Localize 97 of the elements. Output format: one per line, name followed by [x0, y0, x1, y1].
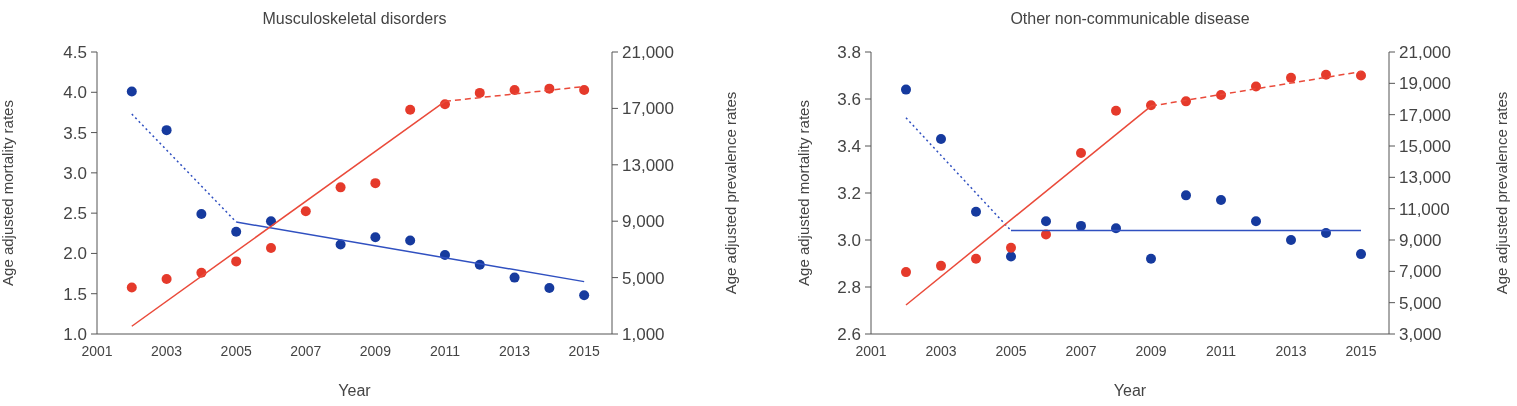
y2-tick-label: 3,000	[1399, 325, 1442, 344]
point	[1251, 216, 1261, 227]
point	[231, 256, 242, 267]
y-tick-label: 3.8	[837, 43, 861, 62]
x-tick-label: 2013	[1275, 343, 1307, 359]
point	[1041, 216, 1051, 227]
x-tick-label: 2007	[290, 343, 322, 359]
chart-title: Other non-communicable disease	[1010, 10, 1250, 27]
y-tick-label: 3.5	[63, 123, 87, 143]
point	[1286, 72, 1296, 83]
y2-tick-label: 9,000	[1399, 231, 1442, 250]
point	[1076, 220, 1086, 231]
y2-axis-title: Age adjusted prevalence rates	[1493, 91, 1510, 295]
point	[300, 206, 311, 217]
point	[901, 267, 911, 278]
chart-title: Musculoskeletal disorders	[262, 10, 447, 27]
point	[1356, 249, 1366, 260]
point	[405, 235, 416, 246]
y-axis-title: Age adjusted mortality rates	[0, 100, 16, 286]
point	[579, 85, 590, 96]
y-tick-label: 3.6	[837, 90, 861, 109]
x-tick-label: 2003	[151, 343, 183, 359]
point	[936, 260, 946, 271]
point	[1216, 195, 1226, 206]
y-tick-label: 1.5	[63, 284, 87, 304]
point	[1321, 69, 1331, 80]
y2-tick-label: 13,000	[1399, 168, 1451, 188]
point	[971, 253, 981, 264]
point	[1006, 242, 1016, 253]
x-tick-label: 2013	[498, 343, 531, 359]
x-tick-label: 2001	[855, 343, 887, 359]
point	[265, 216, 276, 227]
point	[579, 290, 590, 301]
x-tick-label: 2011	[1205, 343, 1237, 359]
y-tick-label: 4.0	[63, 83, 87, 103]
point	[335, 182, 346, 193]
point	[1146, 253, 1156, 264]
y2-tick-label: 21,000	[622, 43, 674, 62]
y2-tick-label: 9,000	[622, 212, 665, 232]
x-tick-label: 2005	[995, 343, 1027, 359]
point	[509, 272, 520, 283]
point	[544, 283, 555, 294]
point	[1286, 235, 1296, 245]
x-axis-title: Year	[338, 382, 372, 399]
y-tick-label: 3.0	[837, 231, 861, 250]
y2-tick-label: 13,000	[622, 155, 674, 175]
y-tick-label: 2.0	[63, 244, 87, 264]
point	[126, 282, 137, 293]
y2-tick-label: 5,000	[622, 268, 665, 288]
y2-tick-label: 11,000	[1399, 199, 1450, 219]
y-tick-label: 3.0	[63, 163, 87, 183]
x-tick-label: 2011	[429, 343, 461, 359]
y-tick-label: 2.8	[837, 278, 861, 297]
point	[971, 206, 981, 217]
x-tick-label: 2009	[359, 343, 392, 359]
x-tick-label: 2001	[81, 343, 113, 359]
x-tick-label: 2003	[925, 343, 957, 359]
point	[474, 87, 485, 98]
point	[370, 232, 381, 243]
y-tick-label: 4.5	[63, 43, 87, 62]
x-tick-label: 2015	[568, 343, 600, 359]
y-tick-label: 3.2	[837, 184, 861, 203]
point	[1356, 70, 1366, 81]
x-tick-label: 2009	[1135, 343, 1167, 359]
x-tick-label: 2005	[220, 343, 252, 359]
y2-tick-label: 7,000	[1399, 262, 1442, 282]
point	[1041, 229, 1051, 240]
y2-tick-label: 17,000	[622, 99, 674, 119]
point	[509, 85, 520, 96]
y2-tick-label: 21,000	[1399, 43, 1451, 62]
point	[901, 84, 911, 95]
point	[161, 274, 172, 285]
point	[936, 133, 946, 144]
point	[1111, 105, 1121, 116]
point	[370, 178, 381, 189]
point	[161, 125, 172, 136]
y2-axis-title: Age adjusted prevalence rates	[722, 91, 739, 295]
point	[405, 104, 416, 115]
y2-tick-label: 19,000	[1399, 74, 1451, 94]
point	[265, 242, 276, 253]
x-tick-label: 2007	[1065, 343, 1097, 359]
point	[1076, 148, 1086, 159]
y2-tick-label: 17,000	[1399, 105, 1451, 125]
x-tick-label: 2015	[1345, 343, 1377, 359]
y2-tick-label: 15,000	[1399, 137, 1451, 156]
y-tick-label: 2.5	[63, 204, 87, 224]
point	[126, 86, 137, 97]
y-axis-title: Age adjusted mortality rates	[795, 100, 812, 286]
point	[231, 226, 242, 237]
y-tick-label: 3.4	[837, 137, 861, 156]
point	[1181, 190, 1191, 201]
point	[196, 208, 207, 219]
y-tick-label: 1.0	[63, 325, 87, 344]
y2-tick-label: 1,000	[622, 325, 665, 344]
x-axis-title: Year	[1113, 382, 1147, 399]
y2-tick-label: 5,000	[1399, 293, 1442, 313]
y-tick-label: 2.6	[837, 325, 861, 344]
